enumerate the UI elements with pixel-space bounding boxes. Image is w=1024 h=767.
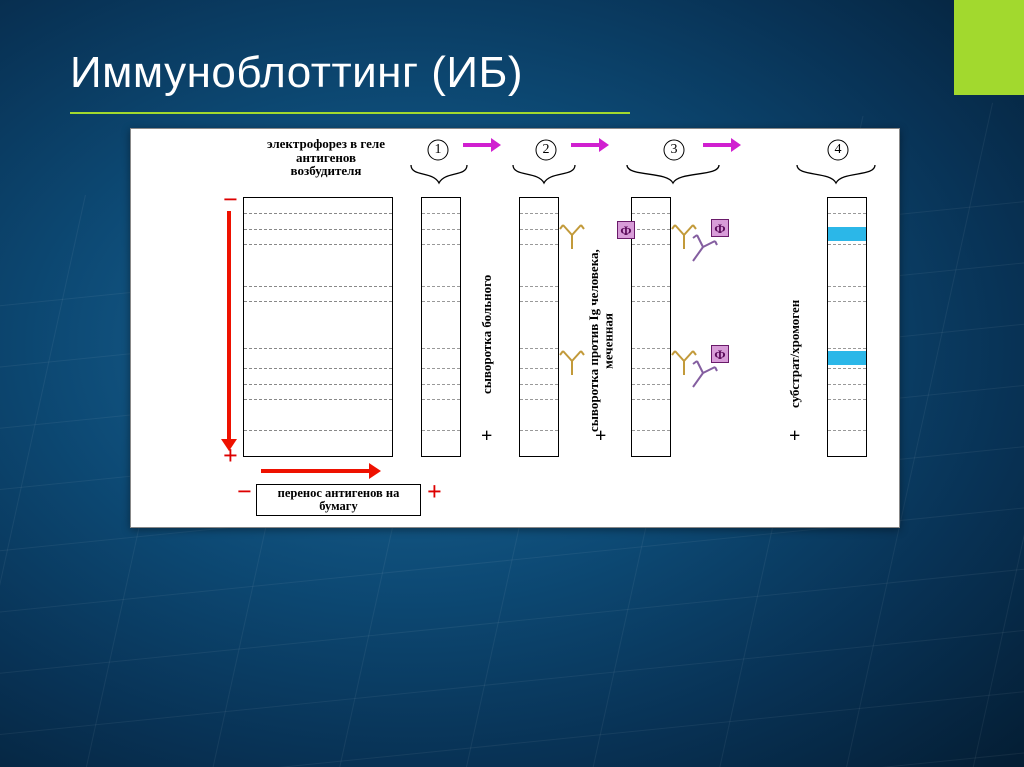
gel-title: электрофорез в геле антигенов возбудител… — [261, 137, 391, 178]
gel-lane — [243, 197, 393, 457]
transfer-plus: + — [427, 477, 442, 507]
brace-4 — [795, 163, 877, 185]
transfer-arrow-right — [261, 469, 371, 473]
electrophoresis-arrow-down — [227, 211, 231, 441]
step-arrow-3-4 — [703, 143, 733, 147]
brace-1 — [409, 163, 469, 185]
step-arrow-1-2 — [463, 143, 493, 147]
plus-step-3: + — [595, 425, 606, 448]
label-step-4: субстрат/хромоген — [787, 269, 803, 439]
slide-title: Иммуноблоттинг (ИБ) — [70, 48, 523, 98]
label-step-2: сыворотка больного — [479, 249, 495, 419]
strip-4 — [827, 197, 867, 457]
title-underline — [70, 112, 630, 114]
strip-3 — [631, 197, 671, 457]
plus-step-4: + — [789, 425, 800, 448]
plus-step-2: + — [481, 425, 492, 448]
strip-1 — [421, 197, 461, 457]
label-step-3: сыворотка против Ig человека, меченная — [587, 241, 616, 441]
strip-2 — [519, 197, 559, 457]
diagram-panel: электрофорез в геле антигенов возбудител… — [130, 128, 900, 528]
enzyme-marker: Ф — [711, 219, 729, 237]
step-number-1: 1 — [427, 139, 449, 161]
transfer-minus: − — [237, 477, 252, 507]
antibody-icon — [559, 221, 585, 251]
enzyme-marker: Ф — [711, 345, 729, 363]
brace-2 — [511, 163, 577, 185]
transfer-label-box: перенос антигенов на бумагу — [256, 484, 421, 516]
brace-3 — [625, 163, 721, 185]
step-number-4: 4 — [827, 139, 849, 161]
step-arrow-2-3 — [571, 143, 601, 147]
electrode-plus-bottom: + — [223, 441, 238, 471]
step-number-2: 2 — [535, 139, 557, 161]
accent-bar — [954, 0, 1024, 95]
step-number-3: 3 — [663, 139, 685, 161]
enzyme-marker-free: Ф — [617, 221, 635, 239]
antibody-icon — [559, 347, 585, 377]
